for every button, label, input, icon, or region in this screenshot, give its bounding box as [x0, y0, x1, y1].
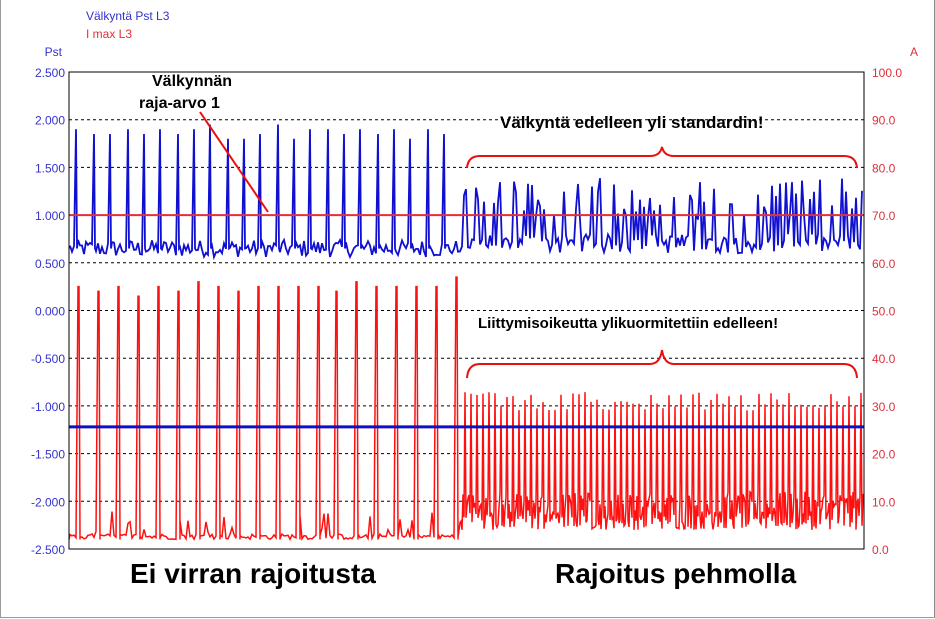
left-region-label: Ei virran rajoitusta	[130, 558, 376, 589]
left-tick-label: -1.500	[31, 448, 65, 462]
right-tick-label: 90.0	[872, 114, 896, 128]
limit-label-line1: Välkynnän	[152, 73, 233, 90]
flicker-note: Välkyntä edelleen yli standardin!	[500, 113, 764, 132]
right-tick-label: 10.0	[872, 495, 896, 509]
left-tick-label: -1.000	[31, 400, 65, 414]
left-tick-label: 2.500	[35, 66, 65, 80]
plot-border	[68, 71, 865, 550]
right-tick-label: 60.0	[872, 257, 896, 271]
left-tick-label: -0.500	[31, 352, 65, 366]
legend-entry-imax: I max L3	[86, 27, 133, 41]
overload-note: Liittymisoikeutta ylikuormitettiin edell…	[478, 315, 779, 332]
left-tick-label: -2.000	[31, 495, 65, 509]
overload-brace	[466, 349, 858, 379]
right-axis-label: A	[910, 45, 918, 59]
right-tick-label: 30.0	[872, 400, 896, 414]
left-tick-label: 1.500	[35, 161, 65, 175]
right-tick-label: 40.0	[872, 352, 896, 366]
left-tick-label: 2.000	[35, 114, 65, 128]
right-region-label: Rajoitus pehmolla	[555, 558, 797, 589]
right-tick-label: 100.0	[872, 66, 902, 80]
right-tick-label: 70.0	[872, 209, 896, 223]
left-tick-label: 0.000	[35, 305, 65, 319]
right-axis-ticks: 100.0 90.0 80.0 70.0 60.0 50.0 40.0 30.0 20.0 10.…	[872, 66, 902, 557]
series-line-pst	[69, 124, 863, 261]
series-line-imax	[68, 276, 864, 542]
left-axis-label: Pst	[45, 45, 63, 59]
right-tick-label: 0.0	[872, 543, 889, 557]
left-tick-label: 1.000	[35, 209, 65, 223]
annotation-arrow	[199, 111, 269, 213]
grid-lines	[69, 119, 864, 502]
legend-entry-pst: Välkyntä Pst L3	[86, 9, 170, 23]
left-tick-label: 0.500	[35, 257, 65, 271]
left-tick-label: -2.500	[31, 543, 65, 557]
right-tick-label: 50.0	[872, 305, 896, 319]
right-tick-label: 20.0	[872, 448, 896, 462]
flicker-brace	[466, 146, 858, 169]
left-axis-ticks: 2.500 2.000 1.500 1.000 0.500 0.000 -0.500 -1.0…	[31, 66, 65, 557]
right-tick-label: 80.0	[872, 161, 896, 175]
limit-label-line2: raja-arvo 1	[139, 95, 220, 112]
